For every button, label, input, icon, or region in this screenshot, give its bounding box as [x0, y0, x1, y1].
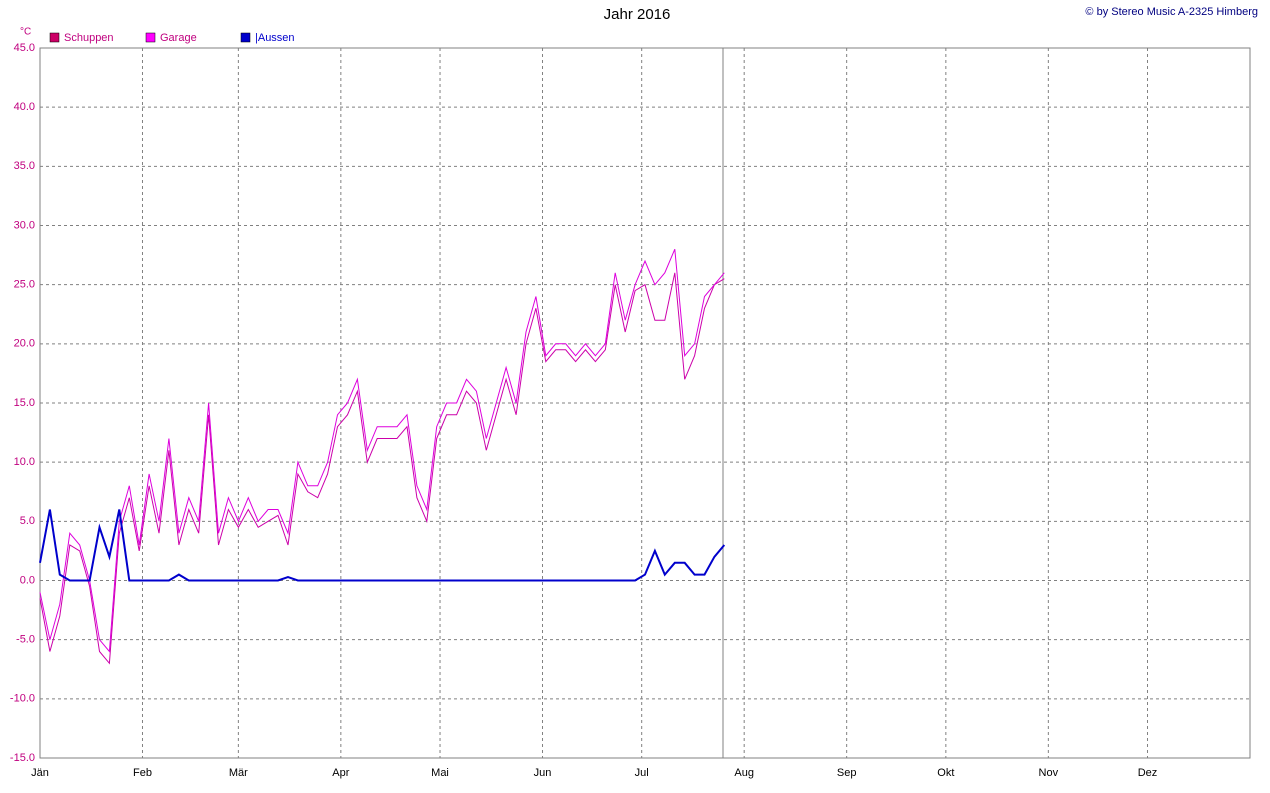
chart-title: Jahr 2016 [604, 6, 671, 23]
series-line [39, 272, 725, 665]
x-tick-label: Nov [1039, 767, 1059, 779]
x-tick-label: Jul [635, 767, 649, 779]
x-tick-label: Dez [1138, 767, 1158, 779]
y-tick-label: -5.0 [16, 634, 35, 646]
y-tick-label: 5.0 [20, 515, 35, 527]
y-tick-label: 0.0 [20, 574, 35, 586]
series-line [39, 249, 725, 653]
x-tick-label: Sep [837, 767, 857, 779]
legend-label: Schuppen [64, 32, 114, 44]
y-tick-label: 20.0 [14, 338, 35, 350]
y-unit: °C [20, 27, 31, 38]
x-tick-label: Jun [534, 767, 552, 779]
legend-label: |Aussen [255, 32, 295, 44]
legend-swatch [240, 32, 251, 43]
x-tick-label: Okt [937, 767, 954, 779]
y-tick-label: 40.0 [14, 101, 35, 113]
legend-swatch [145, 32, 156, 43]
y-tick-label: 10.0 [14, 456, 35, 468]
y-tick-label: 25.0 [14, 279, 35, 291]
series-line [39, 509, 726, 582]
x-tick-label: Jän [31, 767, 49, 779]
y-tick-label: -15.0 [10, 752, 35, 764]
x-tick-label: Aug [734, 767, 754, 779]
legend-swatch [49, 32, 60, 43]
y-tick-label: 15.0 [14, 397, 35, 409]
x-tick-label: Feb [133, 767, 152, 779]
legend-label: Garage [160, 32, 197, 44]
y-tick-label: -10.0 [10, 693, 35, 705]
x-tick-label: Mai [431, 767, 449, 779]
y-tick-label: 30.0 [14, 219, 35, 231]
x-tick-label: Apr [332, 767, 349, 779]
credit: © by Stereo Music A-2325 Himberg [1085, 6, 1258, 18]
x-tick-label: Mär [229, 767, 248, 779]
y-tick-label: 45.0 [14, 42, 35, 54]
y-tick-label: 35.0 [14, 160, 35, 172]
